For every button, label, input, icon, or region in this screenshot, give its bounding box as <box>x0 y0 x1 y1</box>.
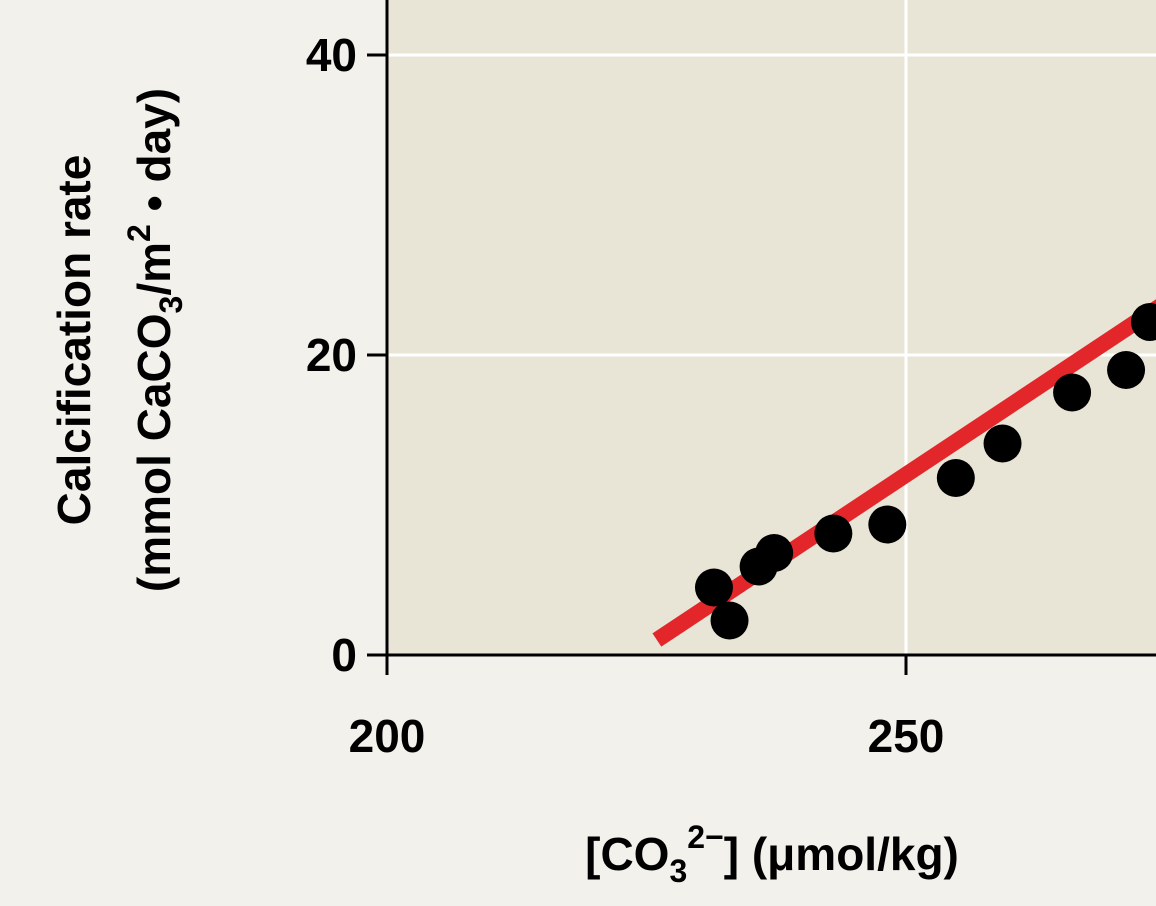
fit-line-layer <box>652 299 1156 647</box>
x-tick-label-200: 200 <box>349 710 426 762</box>
x-axis-title: [CO32−] (μmol/kg) <box>585 819 959 889</box>
tick-labels: 0 20 40 200 250 <box>306 29 945 762</box>
y-tick-label-40: 40 <box>306 29 357 81</box>
data-point-1 <box>694 568 733 607</box>
data-points <box>694 303 1156 640</box>
data-point-8 <box>983 424 1022 463</box>
y-axis-title-line1: Calcification rate <box>48 155 100 526</box>
data-point-11 <box>1130 303 1156 341</box>
y-axis-title: Calcification rate (mmol CaCO3/m2 • day) <box>48 88 189 592</box>
data-point-9 <box>1053 373 1092 412</box>
y-tick-label-0: 0 <box>331 629 357 681</box>
y-axis-title-line2: (mmol CaCO3/m2 • day) <box>121 88 189 592</box>
fit-line <box>652 299 1156 647</box>
data-point-4 <box>755 534 794 572</box>
y-tick-label-20: 20 <box>306 329 357 381</box>
data-point-6 <box>868 505 907 544</box>
x-tick-label-250: 250 <box>868 710 945 762</box>
data-point-7 <box>936 459 975 497</box>
axes <box>367 0 1156 675</box>
data-point-5 <box>814 514 853 553</box>
data-point-10 <box>1107 351 1146 389</box>
data-point-2 <box>710 601 749 640</box>
grid <box>387 0 1156 655</box>
